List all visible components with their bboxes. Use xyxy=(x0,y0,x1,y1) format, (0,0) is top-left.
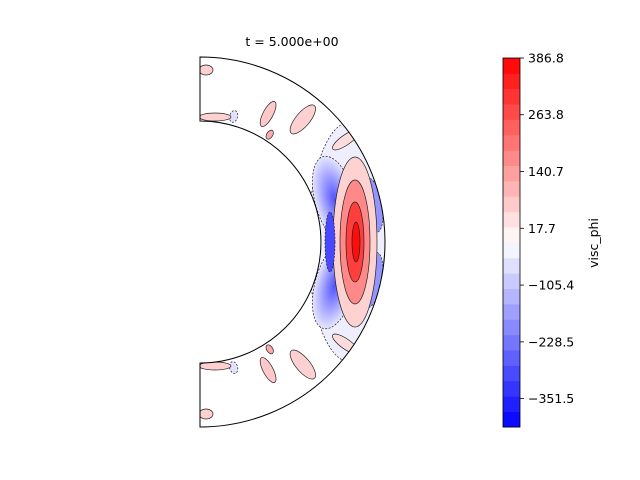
field-region xyxy=(259,357,277,383)
colorbar-level xyxy=(503,211,520,228)
colorbar-level xyxy=(503,242,520,259)
field-region xyxy=(351,221,361,263)
colorbar-level xyxy=(503,134,520,151)
colorbar-tick-label: 140.7 xyxy=(528,164,564,179)
colorbar-levels xyxy=(503,58,520,428)
colorbar: 386.8 263.8 140.7 17.7 −105.4 −228.5 −351.5 vi… xyxy=(502,51,601,428)
colorbar-level xyxy=(503,104,520,120)
colorbar-tick-label: 17.7 xyxy=(528,221,556,236)
colorbar-level xyxy=(503,165,520,182)
colorbar-level xyxy=(503,365,520,382)
colorbar-tick-label: −351.5 xyxy=(528,391,574,406)
colorbar-level xyxy=(503,257,520,274)
colorbar-level xyxy=(503,304,520,320)
colorbar-level xyxy=(503,319,520,336)
shell-outline xyxy=(199,56,386,428)
colorbar-level xyxy=(503,119,520,136)
colorbar-level xyxy=(503,288,520,305)
colorbar-level xyxy=(503,380,520,397)
plot-title: t = 5.000e+00 xyxy=(245,34,338,49)
field-region xyxy=(200,408,214,420)
field-region xyxy=(229,361,239,374)
colorbar-level xyxy=(503,334,520,351)
colorbar-frame xyxy=(502,57,521,428)
field-region xyxy=(200,64,214,76)
colorbar-level xyxy=(503,227,520,243)
field-region xyxy=(265,344,274,355)
field-region xyxy=(289,104,316,135)
colorbar-tick-label: 386.8 xyxy=(528,51,564,66)
field-region xyxy=(265,129,274,140)
colorbar-level xyxy=(503,196,520,213)
field-region xyxy=(229,110,239,123)
colorbar-level xyxy=(503,273,520,290)
field-region xyxy=(289,349,316,380)
field-region xyxy=(259,101,277,127)
field-layer xyxy=(200,64,385,420)
colorbar-tick-label: −105.4 xyxy=(528,278,574,293)
colorbar-level xyxy=(503,350,520,366)
colorbar-level xyxy=(503,150,520,167)
colorbar-tick-label: 263.8 xyxy=(528,107,564,122)
field-region xyxy=(200,112,232,122)
shell-plot xyxy=(199,56,386,428)
colorbar-level xyxy=(503,58,520,74)
colorbar-tick-label: −228.5 xyxy=(528,334,574,349)
colorbar-level xyxy=(503,88,520,105)
field-region xyxy=(324,211,336,273)
colorbar-label: visc_phi xyxy=(586,218,601,268)
colorbar-level xyxy=(503,181,520,197)
colorbar-level xyxy=(503,396,520,413)
colorbar-level xyxy=(503,411,520,428)
colorbar-ticks: 386.8 263.8 140.7 17.7 −105.4 −228.5 −351.5 xyxy=(520,51,574,406)
colorbar-level xyxy=(503,73,520,90)
